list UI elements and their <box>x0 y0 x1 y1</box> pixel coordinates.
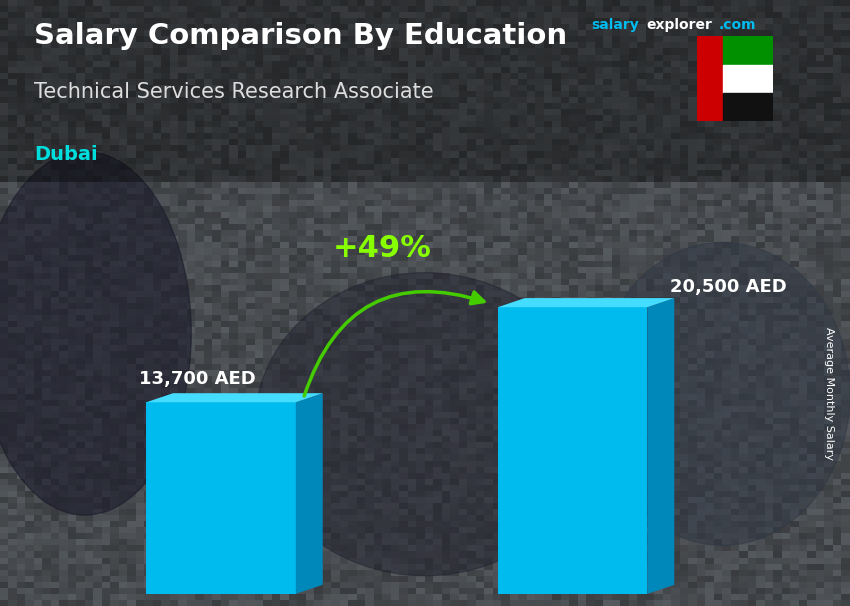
Bar <box>697 36 722 121</box>
Polygon shape <box>498 298 674 307</box>
Ellipse shape <box>255 273 595 576</box>
Text: .com: .com <box>718 18 756 32</box>
Text: 13,700 AED: 13,700 AED <box>139 370 256 388</box>
Polygon shape <box>146 393 323 402</box>
Bar <box>722 65 774 93</box>
Text: Salary Comparison By Education: Salary Comparison By Education <box>34 22 567 50</box>
Bar <box>146 402 296 594</box>
Text: Dubai: Dubai <box>34 145 98 164</box>
Bar <box>498 307 648 594</box>
Text: 20,500 AED: 20,500 AED <box>670 278 786 296</box>
Bar <box>722 36 774 65</box>
Text: +49%: +49% <box>332 234 431 263</box>
Ellipse shape <box>0 152 191 515</box>
Polygon shape <box>648 298 674 594</box>
Text: salary: salary <box>591 18 638 32</box>
Bar <box>722 93 774 121</box>
Text: Average Monthly Salary: Average Monthly Salary <box>824 327 834 461</box>
Polygon shape <box>296 393 323 594</box>
Text: Technical Services Research Associate: Technical Services Research Associate <box>34 82 434 102</box>
Ellipse shape <box>595 242 850 545</box>
Text: explorer: explorer <box>646 18 711 32</box>
